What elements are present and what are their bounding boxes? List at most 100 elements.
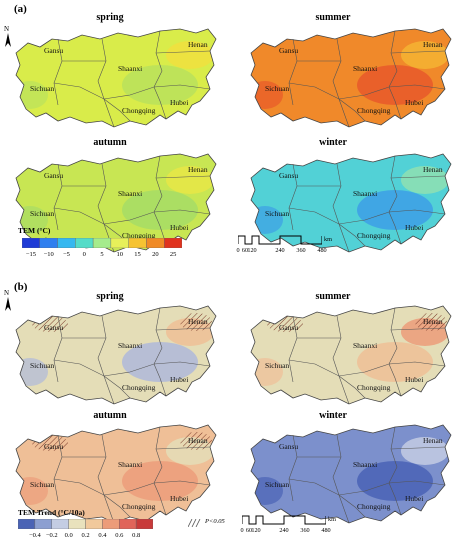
province-border (153, 86, 167, 120)
province-border (388, 426, 398, 484)
panel-b-label: (b) (14, 281, 28, 293)
province-border (97, 434, 115, 524)
place-label-chongqing: Chongqing (357, 231, 391, 240)
place-label-shaanxi: Shaanxi (353, 341, 377, 350)
map-b-summer: Gansu Shaanxi Henan Sichuan Hubei Chongqing (250, 305, 452, 405)
place-label-shaanxi: Shaanxi (118, 64, 142, 73)
legend-title-b: TEM Trend (°C/10a) (18, 508, 85, 517)
province-border (153, 426, 163, 484)
region-outline (15, 424, 217, 524)
province-border (53, 478, 211, 496)
scale-tick-label: 360 (296, 247, 306, 254)
legend-color-cell (57, 238, 76, 248)
north-arrow-a: N (4, 25, 11, 47)
season-title-a-winter: winter (319, 137, 347, 148)
province-border (103, 375, 131, 399)
province-border (388, 363, 402, 397)
region-outline (15, 28, 217, 128)
province-border (332, 315, 350, 405)
place-label-henan: Henan (423, 436, 443, 445)
scale-tick-label: 0 (240, 527, 244, 534)
map-b-spring: Gansu Shaanxi Henan Sichuan Hubei Chongqing (15, 305, 217, 405)
map-color-patch (357, 342, 433, 382)
map-fill (251, 29, 451, 127)
province-border (97, 163, 115, 253)
place-label-henan: Henan (423, 40, 443, 49)
place-label-henan: Henan (188, 436, 208, 445)
region-outline (250, 424, 452, 524)
place-label-sichuan: Sichuan (265, 84, 289, 93)
significance-hatch-area (180, 432, 212, 450)
scale-tick-label: 240 (279, 527, 289, 534)
map-a-summer: Gansu Shaanxi Henan Sichuan Hubei Chongqing (250, 28, 452, 128)
province-border (388, 86, 402, 120)
place-label-hubei: Hubei (405, 375, 423, 384)
legend-color-cell (102, 519, 120, 529)
legend-color-cell (39, 238, 58, 248)
place-label-hubei: Hubei (405, 494, 423, 503)
scale-bar-graphic (238, 235, 322, 245)
scale-tick-label: 60 (241, 247, 249, 254)
scale-tick-label: 0 (236, 247, 240, 254)
legend-color-cell (18, 519, 36, 529)
legend-color-cell (22, 238, 40, 248)
legend-tick-label: 0.4 (98, 532, 107, 539)
province-border (155, 327, 211, 331)
place-label-chongqing: Chongqing (357, 106, 391, 115)
province-border (390, 50, 446, 54)
scale-bar-b: 0 60 120 240 360 480 km (240, 514, 372, 542)
legend-tick-label: −5 (62, 251, 70, 258)
legend-color-cell (51, 519, 69, 529)
hatch-swatch-icon (188, 519, 201, 527)
province-border (332, 434, 350, 524)
place-label-hubei: Hubei (170, 98, 188, 107)
province-border (390, 175, 446, 179)
province-border (288, 163, 298, 231)
place-label-chongqing: Chongqing (357, 502, 391, 511)
map-color-patch (401, 41, 449, 69)
place-label-henan: Henan (423, 317, 443, 326)
legend-title-a: TEM (°C) (18, 226, 51, 235)
map-color-patch (122, 190, 198, 230)
map-color-patch (166, 41, 214, 69)
province-border (53, 163, 63, 231)
region-outline (250, 153, 452, 253)
significance-label: P<0.05 (205, 518, 225, 525)
province-border (288, 207, 446, 225)
scale-tick-label: 480 (317, 247, 327, 254)
legend-tick-label: −0.4 (28, 532, 41, 539)
season-title-b-winter: winter (319, 410, 347, 421)
legend-tick-label: 0 (82, 251, 86, 258)
place-label-chongqing: Chongqing (122, 231, 156, 240)
panel-a-label: (a) (14, 3, 27, 15)
legend-tick-label: 10 (116, 251, 124, 258)
province-border (53, 359, 211, 377)
province-border (155, 175, 211, 179)
province-border (53, 315, 63, 383)
place-label-gansu: Gansu (44, 46, 63, 55)
map-color-patch (357, 190, 433, 230)
place-label-henan: Henan (423, 165, 443, 174)
map-color-patch (122, 461, 198, 501)
map-fill (16, 306, 216, 404)
province-border (332, 38, 350, 128)
place-label-shaanxi: Shaanxi (118, 341, 142, 350)
province-border (390, 446, 446, 450)
scale-unit-label: km (328, 516, 336, 523)
legend-tick-label: 20 (152, 251, 159, 258)
significance-hatch-area (180, 313, 212, 331)
province-border (153, 30, 163, 88)
province-border (97, 38, 115, 128)
province-border (155, 446, 211, 450)
place-label-shaanxi: Shaanxi (118, 189, 142, 198)
legend-color-cell (85, 519, 103, 529)
province-border (53, 434, 63, 502)
scale-tick-label: 120 (251, 527, 261, 534)
scale-tick-label: 360 (300, 527, 310, 534)
map-b-autumn: Gansu Shaanxi Henan Sichuan Hubei Chongqing (15, 424, 217, 524)
legend-tick-label: −15 (25, 251, 36, 258)
province-border (338, 375, 366, 399)
map-fill (251, 425, 451, 523)
place-label-sichuan: Sichuan (265, 209, 289, 218)
map-color-patch (122, 342, 198, 382)
